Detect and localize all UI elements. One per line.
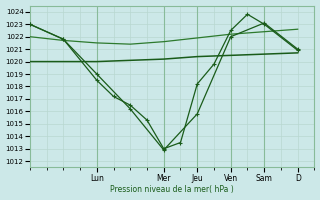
X-axis label: Pression niveau de la mer( hPa ): Pression niveau de la mer( hPa ) bbox=[110, 185, 234, 194]
